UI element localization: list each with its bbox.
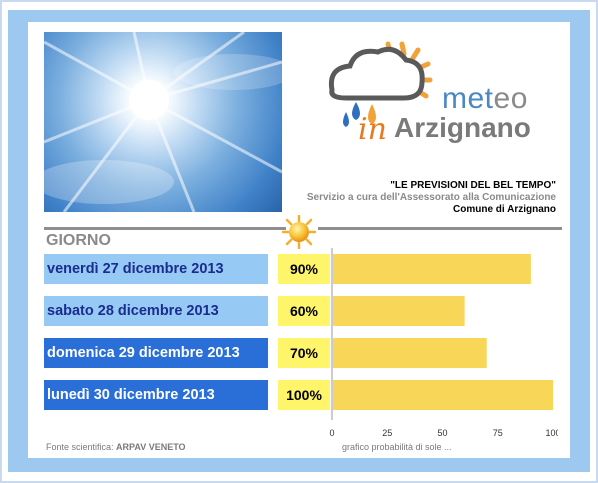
- chart-bar: [333, 296, 465, 326]
- chart-tick-label: 100: [545, 428, 558, 438]
- forecast-day-label: venerdì 27 dicembre 2013: [44, 254, 268, 284]
- town-wordmark: Arzignano: [394, 112, 531, 143]
- in-wordmark: in: [358, 112, 387, 147]
- meteo-wordmark: meteo: [442, 82, 528, 115]
- source-value: ARPAV VENETO: [116, 442, 186, 452]
- divider-right: [318, 227, 562, 230]
- chart-bar: [333, 254, 531, 284]
- cloud-rain-sun-icon: [328, 41, 433, 127]
- service-tagline: "LE PREVISIONI DEL BEL TEMPO" Servizio a…: [307, 180, 556, 216]
- chart-tick-label: 50: [437, 428, 447, 438]
- source-label: Fonte scientifica:: [46, 442, 114, 452]
- forecast-day-label: domenica 29 dicembre 2013: [44, 338, 268, 368]
- sun-icon: [281, 214, 317, 250]
- tagline-title: "LE PREVISIONI DEL BEL TEMPO": [390, 180, 556, 191]
- sun-probability-value: 70%: [278, 338, 330, 368]
- sun-probability-value: 100%: [278, 380, 330, 410]
- divider-left: [44, 227, 286, 230]
- sun-probability-chart: 0 25 50 75 100: [329, 248, 558, 438]
- chart-bar: [333, 380, 553, 410]
- chart-tick-label: 25: [382, 428, 392, 438]
- forecast-card: meteo in Arzignano "LE PREVISIONI DEL BE…: [28, 22, 570, 458]
- tagline-service: Servizio a cura dell'Assessorato alla Co…: [306, 192, 556, 203]
- meteo-arzignano-logo: meteo in Arzignano: [322, 38, 562, 148]
- day-column-header: GIORNO: [46, 232, 111, 249]
- forecast-panel: meteo in Arzignano "LE PREVISIONI DEL BE…: [8, 10, 590, 472]
- sunny-sky-photo: [44, 32, 282, 212]
- tagline-comune: Comune di Arzignano: [453, 204, 556, 215]
- chart-tick-label: 75: [493, 428, 503, 438]
- chart-tick-label: 0: [329, 428, 334, 438]
- chart-caption: grafico probabilità di sole ...: [342, 442, 452, 452]
- sun-probability-value: 60%: [278, 296, 330, 326]
- source-credit: Fonte scientifica: ARPAV VENETO: [46, 442, 186, 452]
- forecast-day-label: lunedì 30 dicembre 2013: [44, 380, 268, 410]
- forecast-day-label: sabato 28 dicembre 2013: [44, 296, 268, 326]
- sun-probability-value: 90%: [278, 254, 330, 284]
- chart-bar: [333, 338, 487, 368]
